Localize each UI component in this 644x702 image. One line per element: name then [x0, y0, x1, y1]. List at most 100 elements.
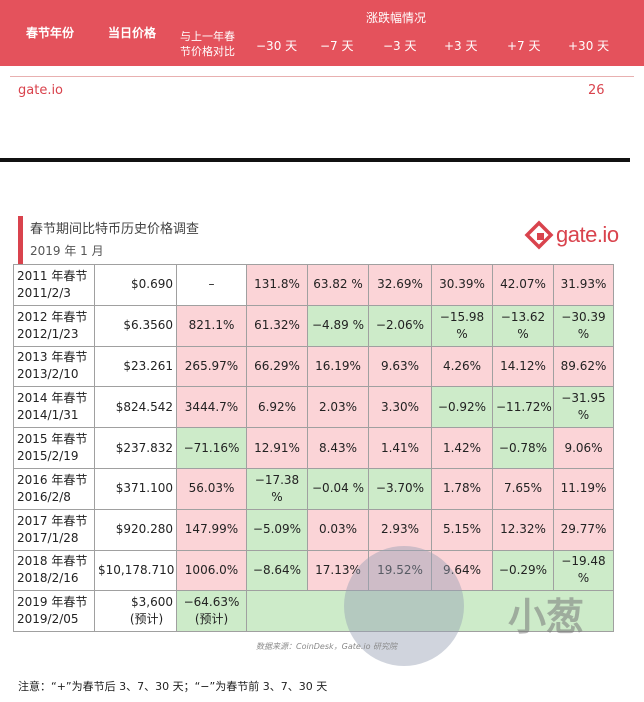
- year-cell: 2013 年春节 2013/2/10: [13, 345, 95, 388]
- row-year: 2018 年春节: [17, 554, 88, 569]
- row-change-4: 7.65%: [492, 467, 554, 510]
- header-offset-2: −3 天: [383, 39, 417, 53]
- row-change-5: −19.48 %: [553, 549, 614, 592]
- last-price-note: (预计): [129, 612, 164, 627]
- row-change-2: 3.30%: [368, 386, 432, 429]
- last-compare-cell: −64.63% (预计): [176, 590, 247, 633]
- row-price: $6.3560: [94, 304, 177, 347]
- row-compare: −71.16%: [176, 427, 247, 469]
- header-year: 春节年份: [26, 26, 75, 40]
- row-change-0: −17.38 %: [246, 467, 308, 510]
- row-change-5: 9.06%: [553, 427, 614, 469]
- row-year: 2013 年春节: [17, 350, 88, 365]
- row-date: 2012/1/23: [17, 326, 79, 341]
- row-change-1: 2.03%: [307, 386, 369, 429]
- table-row: 2012 年春节 2012/1/23 $6.3560 821.1% 61.32% −4.8…: [13, 304, 614, 347]
- table-row: 2014 年春节 2014/1/31 $824.542 3444.7% 6.92% 2.0…: [13, 386, 614, 429]
- last-date: 2019/2/05: [17, 612, 79, 627]
- row-price: $10,178.710: [94, 549, 177, 592]
- watermark-logo-icon: [344, 546, 464, 666]
- watermark-text: 小葱: [508, 595, 585, 639]
- row-year: 2012 年春节: [17, 309, 88, 324]
- row-year: 2014 年春节: [17, 391, 88, 406]
- row-price: $371.100: [94, 467, 177, 510]
- row-change-3: 30.39%: [431, 264, 493, 306]
- row-change-0: 66.29%: [246, 345, 308, 388]
- row-change-4: −13.62 %: [492, 304, 554, 347]
- header-offset-5: +30 天: [568, 39, 610, 53]
- year-cell: 2016 年春节 2016/2/8: [13, 467, 95, 510]
- header-rule: [10, 76, 634, 77]
- row-change-5: 31.93%: [553, 264, 614, 306]
- row-change-3: −0.92%: [431, 386, 493, 429]
- row-change-2: 9.63%: [368, 345, 432, 388]
- year-cell: 2015 年春节 2015/2/19: [13, 427, 95, 469]
- table-row: 2017 年春节 2017/1/28 $920.280 147.99% −5.09% 0.…: [13, 508, 614, 551]
- year-cell: 2012 年春节 2012/1/23: [13, 304, 95, 347]
- footnote: 注意：“+”为春节后 3、7、30 天；“−”为春节前 3、7、30 天: [18, 680, 328, 693]
- row-date: 2018/2/16: [17, 571, 79, 586]
- row-change-1: −4.89 %: [307, 304, 369, 347]
- table-header-strip: 春节年份 当日价格 与上一年春 节价格对比 涨跌幅情况 −30 天 −7 天 −…: [0, 0, 644, 66]
- row-change-3: 1.78%: [431, 467, 493, 510]
- row-change-1: 8.43%: [307, 427, 369, 469]
- row-compare: 821.1%: [176, 304, 247, 347]
- row-change-0: 12.91%: [246, 427, 308, 469]
- row-change-4: 14.12%: [492, 345, 554, 388]
- last-compare: −64.63%: [183, 595, 240, 610]
- brand-text-left: gate.io: [18, 83, 64, 98]
- price-table: 2011 年春节 2011/2/3 $0.690–131.8% 63.82 % 32.6…: [13, 264, 614, 633]
- header-change-group: 涨跌幅情况: [366, 11, 427, 25]
- year-cell: 2018 年春节 2018/2/16: [13, 549, 95, 592]
- report-title: 春节期间比特币历史价格调查: [30, 222, 200, 237]
- row-date: 2015/2/19: [17, 449, 79, 464]
- logo-text: gate.io: [556, 222, 619, 247]
- row-change-2: 1.41%: [368, 427, 432, 469]
- table-row: 2015 年春节 2015/2/19 $237.832 −71.16% 12.91% 8.…: [13, 427, 614, 469]
- row-change-4: −11.72%: [492, 386, 554, 429]
- last-year-cell: 2019 年春节 2019/2/05: [13, 590, 95, 633]
- price-table-body: 2011 年春节 2011/2/3 $0.690–131.8% 63.82 % 32.6…: [13, 264, 614, 633]
- header-compare-line2: 节价格对比: [180, 45, 235, 58]
- row-compare: –: [176, 264, 247, 306]
- year-cell: 2014 年春节 2014/1/31: [13, 386, 95, 429]
- row-change-2: −3.70%: [368, 467, 432, 510]
- header-compare-line1: 与上一年春: [180, 30, 235, 43]
- row-year: 2017 年春节: [17, 513, 88, 528]
- row-change-3: 4.26%: [431, 345, 493, 388]
- last-compare-note: (预计): [194, 612, 229, 627]
- row-date: 2014/1/31: [17, 408, 79, 423]
- row-change-5: 11.19%: [553, 467, 614, 510]
- page-number: 26: [588, 83, 605, 98]
- header-offset-3: +3 天: [444, 39, 478, 53]
- table-row: 2016 年春节 2016/2/8 $371.100 56.03% −17.38 % −0…: [13, 467, 614, 510]
- row-compare: 1006.0%: [176, 549, 247, 592]
- header-offset-0: −30 天: [256, 39, 298, 53]
- row-change-1: 16.19%: [307, 345, 369, 388]
- row-date: 2016/2/8: [17, 489, 71, 504]
- row-price: $23.261: [94, 345, 177, 388]
- row-price: $0.690: [94, 264, 177, 306]
- row-change-3: 5.15%: [431, 508, 493, 551]
- gateio-logo-icon: [524, 220, 554, 250]
- source-text: 数据来源：CoinDesk，Gate.io 研究院: [256, 642, 398, 651]
- section-divider: [0, 158, 630, 162]
- row-change-5: −30.39 %: [553, 304, 614, 347]
- last-price-cell: $3,600 (预计): [94, 590, 177, 633]
- row-change-1: −0.04 %: [307, 467, 369, 510]
- table-row: 2011 年春节 2011/2/3 $0.690–131.8% 63.82 % 32.6…: [13, 264, 614, 306]
- header-offset-1: −7 天: [320, 39, 354, 53]
- report-accent-bar: [18, 216, 23, 264]
- row-change-5: −31.95 %: [553, 386, 614, 429]
- row-change-5: 29.77%: [553, 508, 614, 551]
- row-price: $920.280: [94, 508, 177, 551]
- last-year: 2019 年春节: [17, 595, 88, 610]
- table-row: 2018 年春节 2018/2/16 $10,178.710 1006.0% −8.64…: [13, 549, 614, 592]
- row-change-3: 1.42%: [431, 427, 493, 469]
- row-change-1: 17.13%: [307, 549, 369, 592]
- row-date: 2013/2/10: [17, 367, 79, 382]
- row-change-0: 131.8%: [246, 264, 308, 306]
- row-change-0: −5.09%: [246, 508, 308, 551]
- last-price: $3,600: [131, 595, 173, 610]
